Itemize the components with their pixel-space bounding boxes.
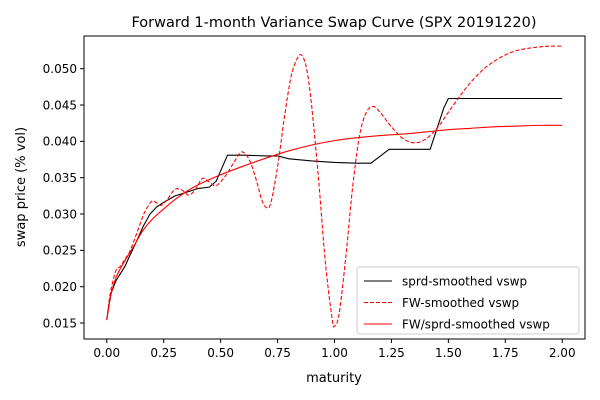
x-tick-label: 1.25 (378, 346, 405, 360)
y-tick-label: 0.030 (43, 207, 77, 221)
legend-label-3: FW/sprd-smoothed vswp (402, 318, 550, 332)
x-tick-label: 0.00 (93, 346, 120, 360)
y-tick-label: 0.035 (43, 171, 77, 185)
x-tick-label: 0.75 (264, 346, 291, 360)
x-tick-label: 1.00 (321, 346, 348, 360)
series-line-1 (106, 97, 563, 320)
x-tick-label: 0.25 (150, 346, 177, 360)
series-layer (106, 45, 563, 328)
x-axis-label: maturity (306, 371, 362, 386)
x-axis: 0.00 0.25 0.50 0.75 1.00 1.25 1.50 1.75 2.00 (93, 339, 576, 360)
legend-label-1: sprd-smoothed vswp (402, 275, 527, 289)
x-tick-label: 1.75 (492, 346, 519, 360)
x-tick-label: 2.00 (549, 346, 576, 360)
legend-box (356, 266, 580, 335)
y-tick-label: 0.025 (43, 244, 77, 258)
series-line-3 (106, 124, 563, 321)
x-tick-label: 0.50 (207, 346, 234, 360)
x-tick-label: 1.50 (435, 346, 462, 360)
y-axis: 0.015 0.020 0.025 0.030 0.035 0.040 0.045 0.050 (43, 62, 84, 330)
y-tick-label: 0.045 (43, 98, 77, 112)
chart-title: Forward 1-month Variance Swap Curve (SPX… (131, 15, 536, 31)
y-axis-label: swap price (% vol) (14, 127, 29, 247)
y-tick-label: 0.015 (43, 316, 77, 330)
y-tick-label: 0.050 (43, 62, 77, 76)
series-line-2 (106, 45, 563, 328)
legend: sprd-smoothed vswp FW-smoothed vswp FW/spr… (356, 266, 580, 335)
y-tick-label: 0.020 (43, 280, 77, 294)
legend-label-2: FW-smoothed vswp (402, 296, 519, 310)
y-tick-label: 0.040 (43, 135, 77, 149)
